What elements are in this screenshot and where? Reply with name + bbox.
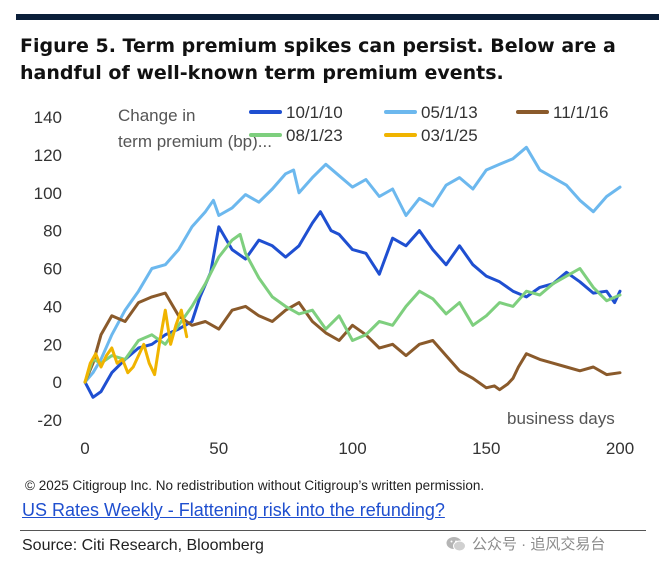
series-line-03-1-25 xyxy=(83,308,189,384)
legend: 10/1/10 05/1/13 11/1/16 08/1/23 03/1/25 xyxy=(249,103,608,145)
y-axis-label-line-1: Change in xyxy=(118,106,196,125)
y-axis-label-line-2: term premium (bp)... xyxy=(118,132,272,151)
series-line-10-1-10 xyxy=(83,210,622,399)
x-tick-label: 150 xyxy=(472,439,500,458)
y-tick-label: 60 xyxy=(43,260,62,279)
legend-item-05-1-13[interactable]: 05/1/13 xyxy=(384,103,478,122)
legend-label-08-1-23: 08/1/23 xyxy=(286,126,343,145)
source-note: Source: Citi Research, Bloomberg xyxy=(22,537,264,554)
y-tick-label: 140 xyxy=(34,108,62,127)
legend-item-11-1-16[interactable]: 11/1/16 xyxy=(516,103,608,122)
series-line-08-1-23 xyxy=(83,232,622,384)
bottom-rule xyxy=(20,530,646,531)
legend-label-03-1-25: 03/1/25 xyxy=(421,126,478,145)
y-tick-label: 40 xyxy=(43,297,62,316)
x-axis-label: business days xyxy=(507,409,615,428)
report-link[interactable]: US Rates Weekly - Flattening risk into t… xyxy=(22,500,445,520)
top-rule xyxy=(16,14,659,20)
y-axis-labels: -20 0 20 40 60 80 100 120 140 xyxy=(34,108,62,430)
x-axis-labels: 0 50 100 150 200 xyxy=(80,439,634,458)
y-tick-label: 0 xyxy=(53,373,62,392)
y-tick-label: 20 xyxy=(43,335,62,354)
x-tick-label: 0 xyxy=(80,439,89,458)
figure-title: Figure 5. Term premium spikes can persis… xyxy=(20,35,616,84)
legend-item-10-1-10[interactable]: 10/1/10 xyxy=(249,103,343,122)
watermark-text: 公众号 · 追风交易台 xyxy=(472,536,606,553)
legend-label-11-1-16: 11/1/16 xyxy=(553,103,608,122)
y-tick-label: -20 xyxy=(37,411,62,430)
x-tick-label: 100 xyxy=(338,439,366,458)
x-tick-label: 50 xyxy=(209,439,228,458)
y-tick-label: 80 xyxy=(43,222,62,241)
watermark: 公众号 · 追风交易台 xyxy=(446,533,605,554)
series-line-05-1-13 xyxy=(83,145,622,384)
x-tick-label: 200 xyxy=(606,439,634,458)
y-tick-label: 120 xyxy=(34,146,62,165)
y-tick-label: 100 xyxy=(34,184,62,203)
legend-item-08-1-23[interactable]: 08/1/23 xyxy=(249,126,343,145)
wechat-icon xyxy=(446,536,466,551)
legend-label-05-1-13: 05/1/13 xyxy=(421,103,478,122)
series-lines xyxy=(83,145,622,399)
legend-label-10-1-10: 10/1/10 xyxy=(286,103,343,122)
legend-item-03-1-25[interactable]: 03/1/25 xyxy=(384,126,478,145)
copyright-notice: © 2025 Citigroup Inc. No redistribution … xyxy=(25,478,485,493)
term-premium-chart: -20 0 20 40 60 80 100 120 140 0 50 100 150 200 Chang… xyxy=(34,103,635,458)
